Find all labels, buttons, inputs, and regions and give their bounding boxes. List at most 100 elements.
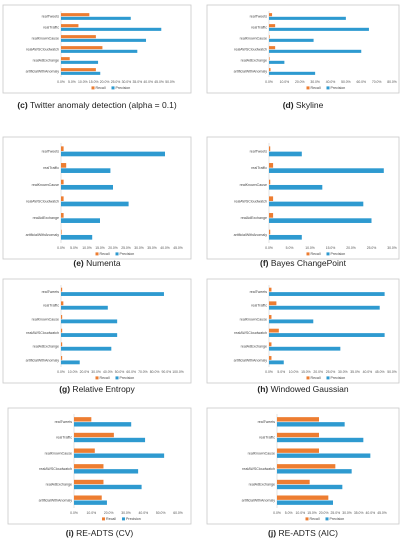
category-label: realAdExchange [249,483,275,487]
bar-precision [61,27,162,31]
x-tick-label: 25.0% [111,80,121,84]
bar-precision [61,333,118,337]
x-tick-label: 20.0% [108,246,118,250]
legend-swatch-precision [326,376,330,380]
x-tick-label: 20.0% [104,511,114,515]
caption-text: Twitter anomaly detection (alpha = 0.1) [28,100,177,110]
bar-precision [269,168,384,173]
legend-swatch-precision [122,517,125,521]
legend-label-precision: Precision [116,86,131,90]
category-label: realAWSCloudwatch [26,48,59,52]
panel-border [206,136,400,260]
caption-text: RE-ADTS (CV) [74,528,134,538]
x-tick-label: 10.0% [82,246,92,250]
bar-recall [269,68,271,72]
caption-text: Relative Entropy [70,384,135,394]
caption-letter: (h) [257,384,268,394]
legend-label-recall: Recall [311,86,321,90]
x-tick-label: 10.0% [296,511,306,515]
bar-recall [61,301,64,306]
bar-precision [269,333,385,337]
bar-recall [61,342,63,347]
legend-swatch-precision [325,517,329,521]
x-tick-label: 80.0% [387,80,397,84]
category-label: realTraffic [259,436,275,440]
category-label: artificialWithAnomaly [234,358,268,362]
bar-recall [269,342,272,347]
bar-recall [269,213,274,218]
chart-panel: realTweets realTraffic realKnownCause realA… [2,4,192,110]
legend-label-recall: Recall [311,252,321,256]
legend-swatch-recall [102,517,105,521]
bar-recall [269,356,272,360]
category-label: realAdExchange [241,216,267,220]
x-tick-label: 0.0% [265,370,273,374]
bar-recall [74,495,102,500]
category-label: realKnownCause [32,183,59,187]
caption-text: RE-ADTS (AIC) [276,528,338,538]
category-label: realTraffic [251,304,267,308]
x-tick-label: 0.0% [57,80,65,84]
bar-precision [74,469,139,474]
bar-recall [269,229,271,235]
caption-text: Skyline [294,100,324,110]
category-label: realTweets [250,290,268,294]
x-tick-label: 15.0% [89,80,99,84]
x-tick-label: 50.0% [156,511,166,515]
x-tick-label: 30.0% [387,246,397,250]
x-tick-label: 50.0% [341,80,351,84]
caption-letter: (d) [283,100,294,110]
category-label: artificialWithAnomaly [39,498,73,502]
bar-recall [74,479,104,485]
bar-precision [61,184,113,190]
x-tick-label: 15.0% [301,370,311,374]
x-tick-label: 10.0% [87,511,97,515]
bar-recall [61,356,63,360]
bar-recall [74,417,92,422]
caption-letter: (g) [59,384,70,394]
bar-precision [277,453,371,458]
category-label: artificialWithAnomaly [26,70,60,74]
bar-precision [269,346,341,351]
x-tick-label: 35.0% [132,80,142,84]
x-tick-label: 35.0% [147,246,157,250]
category-label: realAdExchange [33,345,59,349]
legend-swatch-recall [95,252,99,256]
chart-panel: realTweets realTraffic realKnownCause realA… [206,278,400,394]
bar-precision [61,292,164,296]
bar-precision [61,168,111,173]
panel-caption: (f) Bayes ChangePoint [260,258,347,268]
bar-precision [61,319,118,324]
x-tick-label: 0.0% [57,370,65,374]
x-tick-label: 70.0% [138,370,148,374]
bar-precision [61,38,147,42]
category-label: artificialWithAnomaly [26,358,60,362]
bar-recall [277,448,319,453]
bar-recall [61,35,96,39]
legend-label-precision: Precision [331,376,346,380]
legend-label-recall: Recall [106,517,116,521]
category-label: realTweets [55,420,73,424]
bar-recall [61,163,67,168]
legend-swatch-precision [326,252,330,256]
bar-recall [269,196,274,202]
bar-precision [269,71,316,75]
x-tick-label: 40.0% [139,511,149,515]
bar-recall [61,328,63,333]
panel-caption: (e) Numenta [73,258,121,268]
bar-precision [74,453,165,458]
x-tick-label: 0.0% [57,246,65,250]
bar-precision [277,484,343,490]
bar-recall [61,229,62,235]
x-tick-label: 0.0% [70,511,78,515]
x-tick-label: 20.0% [80,370,90,374]
category-label: realAdExchange [33,59,59,63]
bar-recall [269,35,270,39]
x-tick-label: 40.0% [326,80,336,84]
x-tick-label: 30.0% [342,511,352,515]
category-label: realKnownCause [45,451,72,455]
bar-recall [61,24,79,28]
x-tick-label: 15.0% [307,511,317,515]
